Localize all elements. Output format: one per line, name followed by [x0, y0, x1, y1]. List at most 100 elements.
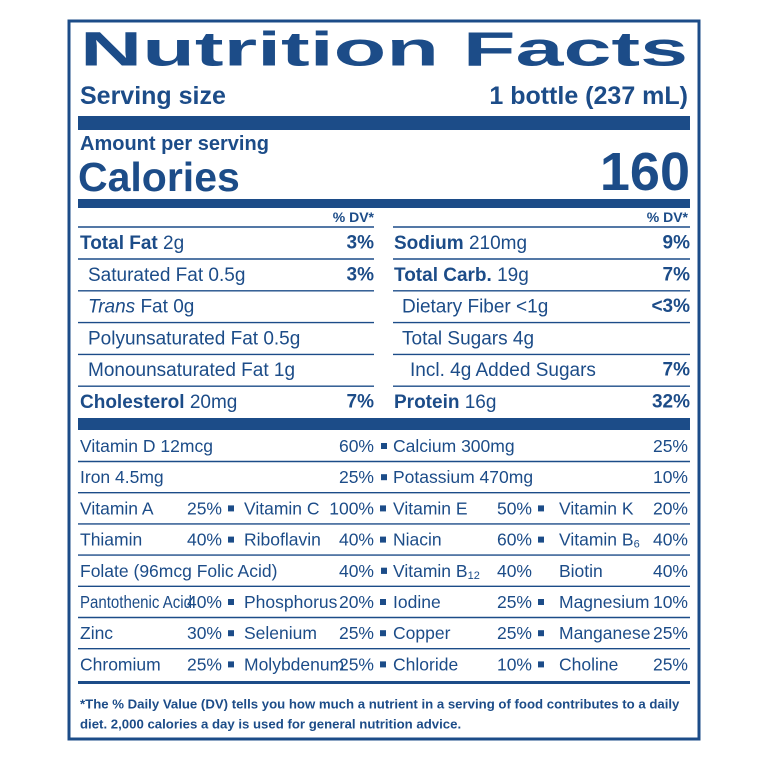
vitamin-name: Niacin [393, 530, 442, 550]
nutrient: Trans Fat 0g [88, 296, 194, 317]
vitamin-dv: 25% [339, 654, 374, 674]
nutrient-amount: 0.5g [208, 264, 245, 285]
vitamin-subscript: 12 [468, 570, 480, 582]
vitamin-name-text: Zinc [80, 623, 113, 643]
calories-label: Calories [78, 154, 240, 200]
vitamin-name: Zinc [80, 623, 113, 643]
vitamin-name-text: Iodine [393, 592, 441, 612]
vitamin-name: Vitamin D 12mcg [80, 436, 213, 456]
nutrient: Dietary Fiber <1g [402, 296, 548, 317]
vitamin-dv: 100% [329, 498, 374, 518]
nutrient-name: Incl. 4g Added Sugars [410, 360, 596, 381]
nutrient-amount: 20mg [190, 392, 238, 413]
nutrient-amount: <1g [516, 296, 548, 317]
nutrient-dv: 7% [347, 392, 375, 413]
vitamin-dv: 25% [497, 623, 532, 643]
vitamin-name-text: Pantothenic Acid [80, 592, 192, 612]
nutrient-name: Total Carb. [394, 264, 492, 285]
vitamin-dv: 25% [339, 467, 374, 487]
vitamin-name-text: Vitamin B [559, 530, 634, 550]
vitamin-name-text: Niacin [393, 530, 442, 550]
vitamin-name: Calcium 300mg [393, 436, 515, 456]
vitamin-name: Pantothenic Acid [80, 592, 192, 612]
nutrient-dv: <3% [651, 296, 690, 317]
vitamin-name-text: Folate (96mcg Folic Acid) [80, 561, 277, 581]
vitamin-name-text: Molybdenum [244, 654, 344, 674]
vitamin-dv: 25% [187, 654, 222, 674]
thick-rule [78, 116, 690, 130]
dv-header: % DV* [647, 209, 689, 225]
serving-value: 1 bottle (237 mL) [489, 82, 688, 110]
vitamin-dv: 10% [497, 654, 532, 674]
vitamin-name-text: Vitamin B [393, 561, 468, 581]
calories-value: 160 [600, 142, 690, 202]
bullet [228, 536, 234, 543]
nutrient-amount: 0.5g [263, 328, 300, 349]
nutrient: Total Carb. 19g [394, 264, 529, 285]
nutrient: Protein 16g [394, 392, 496, 413]
vitamin-name: Magnesium [559, 592, 649, 612]
vitamin-name-text: Phosphorus [244, 592, 338, 612]
vitamin-dv: 25% [339, 623, 374, 643]
nutrient-name: Saturated Fat [88, 264, 204, 285]
nutrient-amount: 210mg [469, 233, 527, 254]
title: Nutrition Facts [80, 24, 688, 77]
bullet [380, 630, 386, 637]
vitamin-name-text: Chloride [393, 654, 458, 674]
vitamin-name: Iron 4.5mg [80, 467, 164, 487]
bullet [228, 599, 234, 605]
bullet [381, 567, 387, 574]
vitamin-dv: 60% [339, 436, 374, 456]
bullet [380, 661, 386, 668]
vitamin-dv: 10% [653, 592, 688, 612]
nutrient-amount: 0g [173, 296, 194, 317]
bullet [228, 505, 234, 512]
nutrient-amount: 4g [513, 328, 534, 349]
nutrient: Monounsaturated Fat 1g [88, 360, 295, 381]
vitamin-name-text: Choline [559, 654, 618, 674]
amount-label: Amount per serving [80, 133, 269, 155]
footnote-line: *The % Daily Value (DV) tells you how mu… [80, 697, 680, 712]
vitamin-dv: 40% [187, 530, 222, 550]
vitamin-dv: 40% [339, 561, 374, 581]
nutrient-name: Protein [394, 392, 459, 413]
vitamin-name: Vitamin E [393, 498, 468, 518]
nutrient-name: Monounsaturated Fat [88, 360, 269, 381]
nutrient: Total Sugars 4g [402, 328, 534, 349]
vitamin-name-text: Calcium 300mg [393, 436, 515, 456]
vitamin-name-text: Biotin [559, 561, 603, 581]
vitamin-name-text: Potassium 470mg [393, 467, 533, 487]
nutrient-amount: 2g [163, 233, 184, 254]
vitamin-name: Vitamin B12 [393, 561, 480, 582]
nutrient-name: Cholesterol [80, 392, 185, 413]
bullet [228, 661, 234, 668]
nutrient: Sodium 210mg [394, 233, 527, 254]
thick-rule [78, 199, 690, 208]
bullet [228, 630, 234, 637]
nutrient-dv: 32% [652, 392, 690, 413]
vitamin-dv: 25% [653, 623, 688, 643]
vitamin-name: Molybdenum [244, 654, 344, 674]
vitamin-name: Folate (96mcg Folic Acid) [80, 561, 277, 581]
vitamin-name: Vitamin A [80, 498, 154, 518]
vitamin-name: Riboflavin [244, 530, 321, 550]
nutrient: Total Fat 2g [80, 233, 184, 254]
border [67, 19, 701, 741]
vitamin-name-text: Selenium [244, 623, 317, 643]
nutrient-dv: 3% [347, 264, 375, 285]
vitamin-dv: 20% [339, 592, 374, 612]
vitamin-name: Chloride [393, 654, 458, 674]
dv-header: % DV* [333, 209, 375, 225]
footnote-rule [78, 681, 690, 684]
vitamin-dv: 20% [653, 498, 688, 518]
vitamin-subscript: 6 [634, 539, 640, 551]
bullet [380, 599, 386, 605]
bullet [538, 661, 544, 668]
bullet [538, 599, 544, 605]
vitamin-name: Vitamin K [559, 498, 634, 518]
vitamin-dv: 30% [187, 623, 222, 643]
vitamin-name: Copper [393, 623, 451, 643]
nutrient-name: Sodium [394, 233, 464, 254]
bullet [538, 505, 544, 512]
